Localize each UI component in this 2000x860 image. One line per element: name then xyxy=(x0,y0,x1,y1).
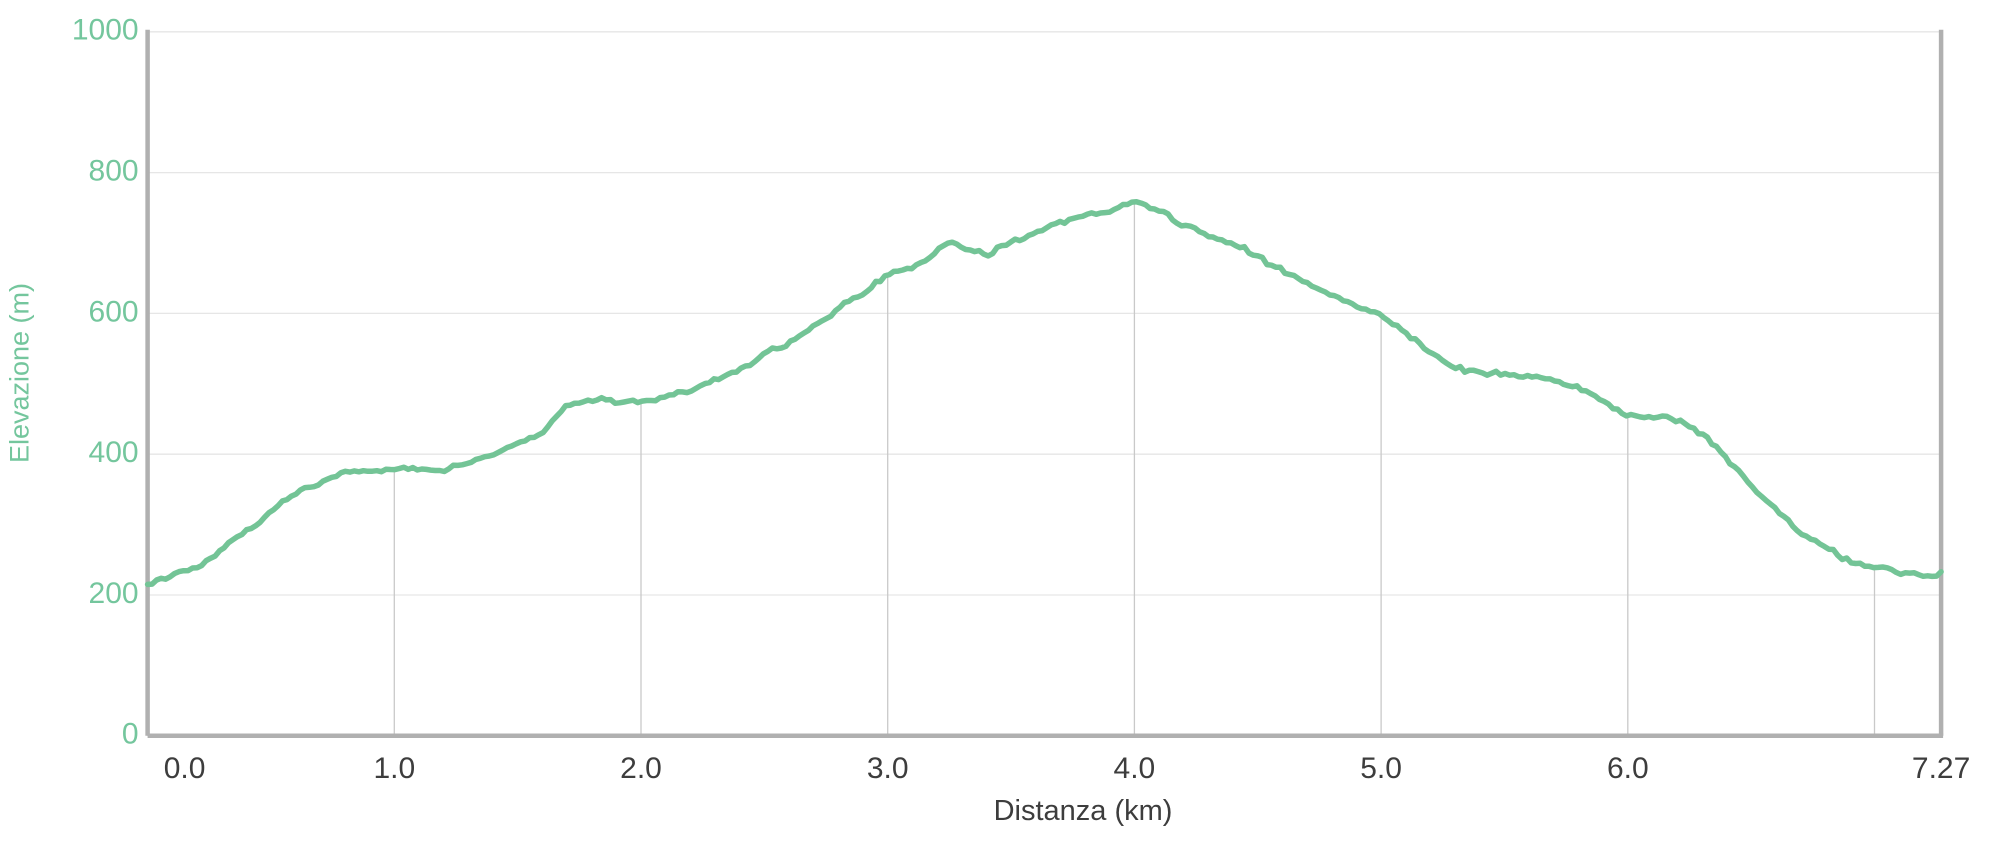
svg-text:400: 400 xyxy=(89,436,139,469)
svg-text:2.0: 2.0 xyxy=(620,752,662,785)
svg-text:800: 800 xyxy=(89,155,139,188)
svg-text:4.0: 4.0 xyxy=(1114,752,1156,785)
svg-text:3.0: 3.0 xyxy=(867,752,909,785)
svg-text:1.0: 1.0 xyxy=(373,752,415,785)
svg-text:1000: 1000 xyxy=(72,14,139,47)
svg-text:5.0: 5.0 xyxy=(1360,752,1402,785)
svg-text:0.0: 0.0 xyxy=(164,752,206,785)
svg-text:6.0: 6.0 xyxy=(1607,752,1649,785)
svg-text:600: 600 xyxy=(89,295,139,328)
svg-text:200: 200 xyxy=(89,577,139,610)
svg-text:7.27: 7.27 xyxy=(1912,752,1970,785)
svg-text:0: 0 xyxy=(122,718,139,751)
